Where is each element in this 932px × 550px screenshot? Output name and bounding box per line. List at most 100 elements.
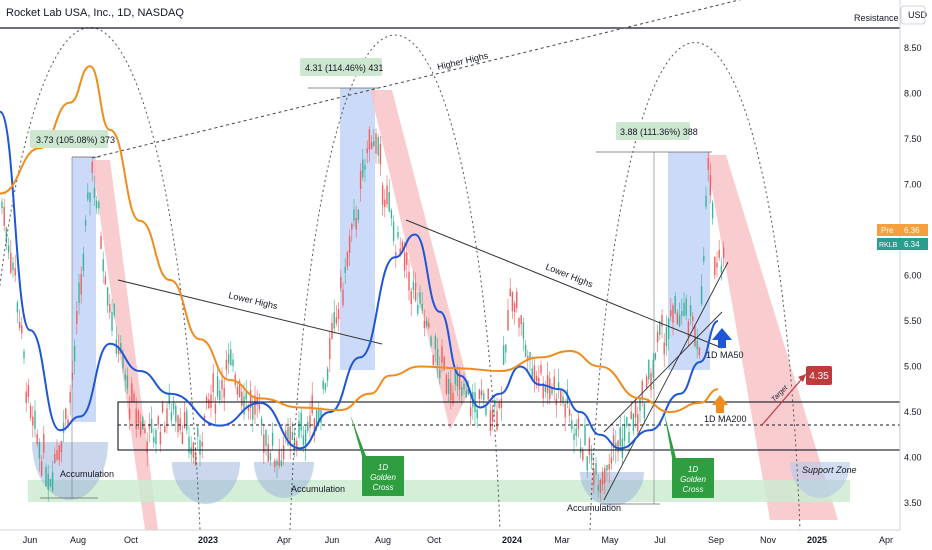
- candle-body: [146, 441, 148, 454]
- candle-body: [452, 392, 454, 404]
- x-tick-label: Mar: [554, 535, 570, 545]
- candle-body: [60, 440, 63, 453]
- y-tick-label: 6.00: [904, 271, 922, 281]
- y-tick-label: 8.50: [904, 43, 922, 53]
- x-tick-label: Nov: [760, 535, 777, 545]
- golden-cross-2-line-1: 1D: [688, 465, 698, 474]
- candle-body: [106, 287, 109, 306]
- candle-body: [322, 380, 324, 390]
- y-tick-label: 7.00: [904, 180, 922, 190]
- candle-body: [254, 395, 256, 415]
- candle-body: [87, 192, 89, 200]
- candle-body: [38, 441, 41, 459]
- candle-body: [14, 268, 16, 276]
- candle-body: [716, 262, 718, 268]
- candle-body: [155, 429, 157, 445]
- candle-body: [93, 188, 96, 198]
- candle-body: [425, 320, 428, 327]
- target-arrow: [761, 373, 807, 426]
- accumulation-label-2: Accumulation: [291, 484, 345, 494]
- candle-body: [683, 302, 685, 316]
- range-box: [117, 401, 900, 451]
- resistance-label: Resistance: [854, 13, 899, 23]
- candle-body: [291, 432, 294, 440]
- candle-body: [379, 144, 382, 165]
- candle-body: [507, 310, 509, 331]
- candle-body: [302, 435, 305, 445]
- candle-body: [197, 427, 199, 437]
- candle-body: [527, 355, 529, 361]
- candle-body: [696, 340, 698, 350]
- candle-body: [269, 453, 272, 460]
- currency-label: USD: [908, 10, 928, 20]
- candle-body: [700, 286, 703, 305]
- candle-body: [76, 311, 78, 324]
- candle-body: [172, 403, 175, 410]
- candle-body: [221, 379, 223, 390]
- x-tick-label: Jun: [325, 535, 340, 545]
- candle-body: [461, 387, 463, 396]
- candle-body: [681, 311, 683, 316]
- candle-body: [179, 418, 181, 430]
- lower-highs-line-1: [117, 279, 383, 345]
- candle-body: [153, 437, 155, 443]
- candle-body: [324, 383, 327, 391]
- candle-body: [703, 255, 705, 262]
- candle-body: [219, 390, 221, 401]
- candle-body: [40, 461, 43, 476]
- candle-body: [467, 388, 470, 395]
- x-tick-label: Sep: [708, 535, 724, 545]
- candle-body: [128, 408, 131, 420]
- candle-body: [122, 353, 124, 369]
- pre-tag-label: Pre: [881, 226, 894, 235]
- y-tick-label: 8.00: [904, 89, 922, 99]
- candle-body: [568, 409, 571, 416]
- candle-body: [135, 408, 137, 430]
- candle-body: [54, 453, 56, 463]
- candle-body: [258, 403, 261, 410]
- candle-body: [663, 342, 665, 355]
- channel-lower: [603, 261, 729, 501]
- measure-box-2: [300, 58, 382, 76]
- time-axis[interactable]: Jun Aug Oct 2023 Apr Jun Aug Oct 2024 Mar May Jul Se…: [0, 529, 932, 550]
- candle-body: [80, 274, 82, 295]
- candle-body: [476, 409, 478, 419]
- candle-body: [49, 479, 52, 487]
- candle-body: [637, 414, 639, 432]
- x-tick-label: Jun: [23, 535, 38, 545]
- candle-body: [168, 393, 170, 405]
- candle-body: [309, 415, 311, 428]
- candle-body: [626, 416, 628, 426]
- candle-body: [102, 259, 104, 272]
- ticker-tag-label: RKLB: [879, 242, 898, 249]
- candle-body: [117, 346, 120, 355]
- candle-body: [401, 241, 404, 252]
- candle-body: [5, 227, 8, 244]
- currency-button[interactable]: [900, 5, 926, 25]
- candle-body: [443, 356, 445, 370]
- candle-body: [245, 392, 247, 400]
- candle-body: [630, 411, 632, 420]
- candle-body: [230, 349, 232, 366]
- candle-body: [144, 428, 146, 433]
- candle-body: [205, 396, 208, 402]
- candle-body: [456, 371, 459, 387]
- candle-body: [265, 430, 267, 446]
- accumulation-bowl-2: [172, 462, 240, 504]
- candle-body: [89, 192, 91, 203]
- x-tick-label: Jul: [654, 535, 666, 545]
- candle-body: [375, 133, 377, 154]
- candle-body: [571, 420, 573, 430]
- candle-body: [296, 440, 298, 448]
- candle-body: [588, 438, 591, 455]
- candle-body: [485, 407, 487, 415]
- x-tick-label: 2025: [807, 535, 827, 545]
- x-tick-label: 2024: [502, 535, 522, 545]
- candle-body: [10, 252, 12, 273]
- candle-body: [276, 460, 278, 466]
- candle-body: [595, 463, 597, 475]
- golden-cross-callout-2: [664, 412, 714, 498]
- candle-body: [513, 303, 516, 313]
- price-axis[interactable]: USD 3.504.004.505.005.506.006.507.007.50…: [877, 0, 932, 550]
